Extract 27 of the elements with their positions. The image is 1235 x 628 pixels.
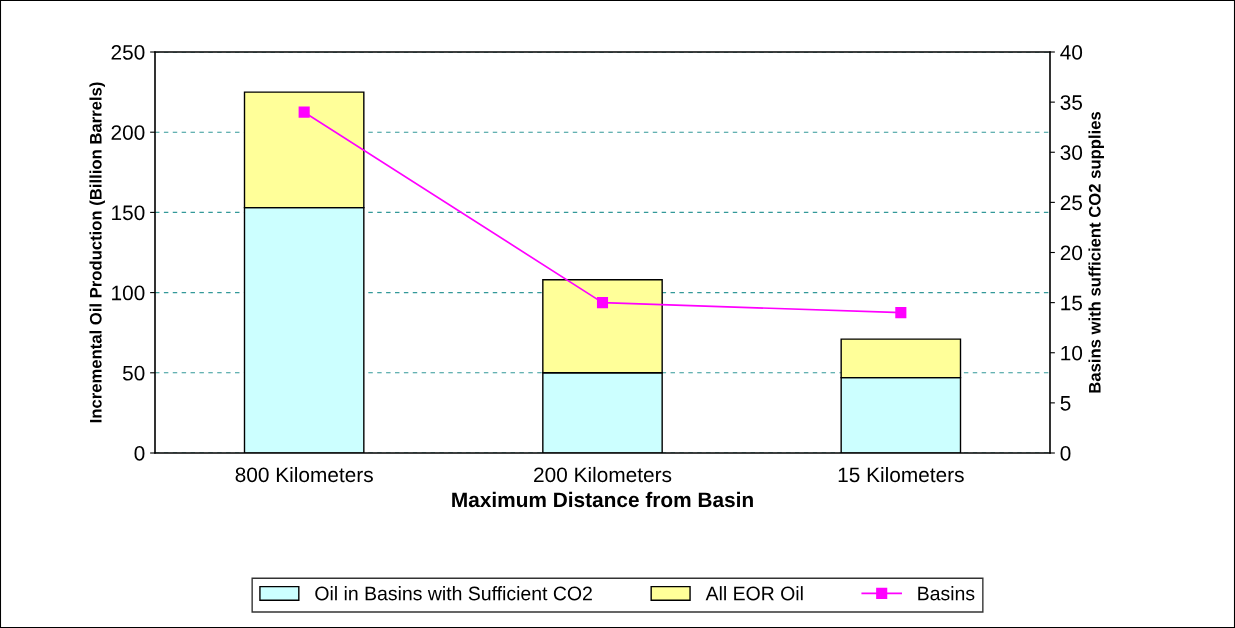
y2-tick-label: 25 [1060,195,1083,211]
x-tick-label: 800 Kilometers [235,466,373,483]
y2-tick-label: 10 [1061,345,1083,361]
point [596,297,609,309]
legend-label: Basins [918,586,975,601]
y-tick-label: 200 [111,125,145,140]
y2-tick-label: 0 [1060,446,1071,461]
y-axis-title: Incremental Oil Production (Billion Barrels) [89,82,105,423]
y2-tick-label: 30 [1060,145,1083,160]
x-tick-label: 200 Kilometers [534,466,672,483]
legend-label: Oil in Basins with Sufficient CO2 [315,586,592,601]
y-tick-label: 50 [122,365,145,381]
y-tick-label: 250 [111,45,145,60]
legend-label: All EOR Oil [705,586,803,601]
point [298,106,310,118]
y2-tick-label: 15 [1061,295,1083,311]
x-axis-title: Maximum Distance from Basin [452,491,753,508]
y2-tick-label: 40 [1060,45,1083,60]
y2-tick-label: 20 [1060,245,1083,261]
y-tick-label: 0 [134,446,145,461]
y2-tick-label: 5 [1060,396,1071,411]
x-tick-label: 15 Kilometers [838,466,964,483]
point [895,307,907,319]
y-tick-label: 150 [112,205,145,221]
y2-axis-title: Basins with sufficient CO2 supplies [1088,111,1104,393]
y2-tick-label: 35 [1060,95,1083,110]
y-tick-label: 100 [112,285,145,301]
